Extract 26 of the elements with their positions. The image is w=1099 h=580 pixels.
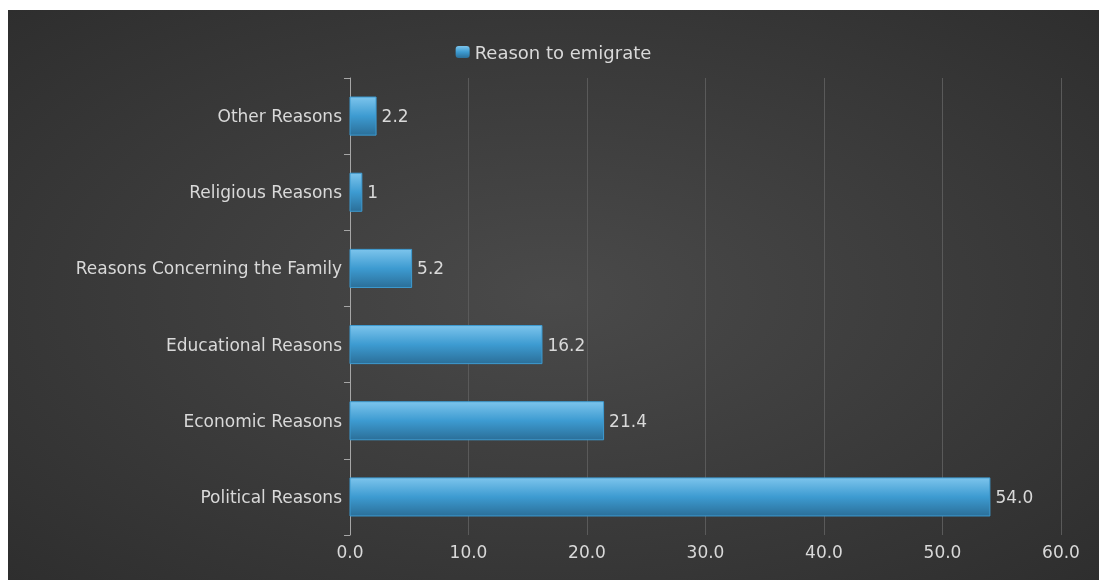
x-tick-label: 20.0 [568, 541, 606, 562]
data-label: 16.2 [547, 334, 586, 355]
data-label: 5.2 [417, 258, 445, 279]
y-tick-label: Other Reasons [217, 106, 343, 127]
data-label: 21.4 [609, 410, 647, 431]
y-tick-label: Educational Reasons [166, 334, 343, 355]
bar [349, 96, 377, 136]
bar [349, 325, 543, 365]
y-tick-label: Economic Reasons [183, 410, 343, 431]
data-label: 54.0 [995, 486, 1034, 507]
bar [349, 401, 605, 441]
x-tick-label: 40.0 [805, 541, 843, 562]
legend-label: Reason to emigrate [474, 41, 652, 63]
x-tick-label: 30.0 [686, 541, 725, 562]
y-tick-label: Political Reasons [200, 486, 343, 507]
data-label: 2.2 [381, 106, 409, 127]
x-tick-label: 60.0 [1042, 541, 1080, 562]
bar [349, 172, 363, 212]
data-label: 1 [367, 182, 379, 203]
x-tick-label: 50.0 [923, 541, 962, 562]
y-tick-label: Reasons Concerning the Family [75, 258, 342, 279]
x-tick-label: 0.0 [336, 541, 364, 562]
bar [349, 477, 991, 517]
y-tick-label: Religious Reasons [189, 182, 343, 203]
bar [349, 248, 413, 288]
x-tick-label: 10.0 [449, 541, 488, 562]
